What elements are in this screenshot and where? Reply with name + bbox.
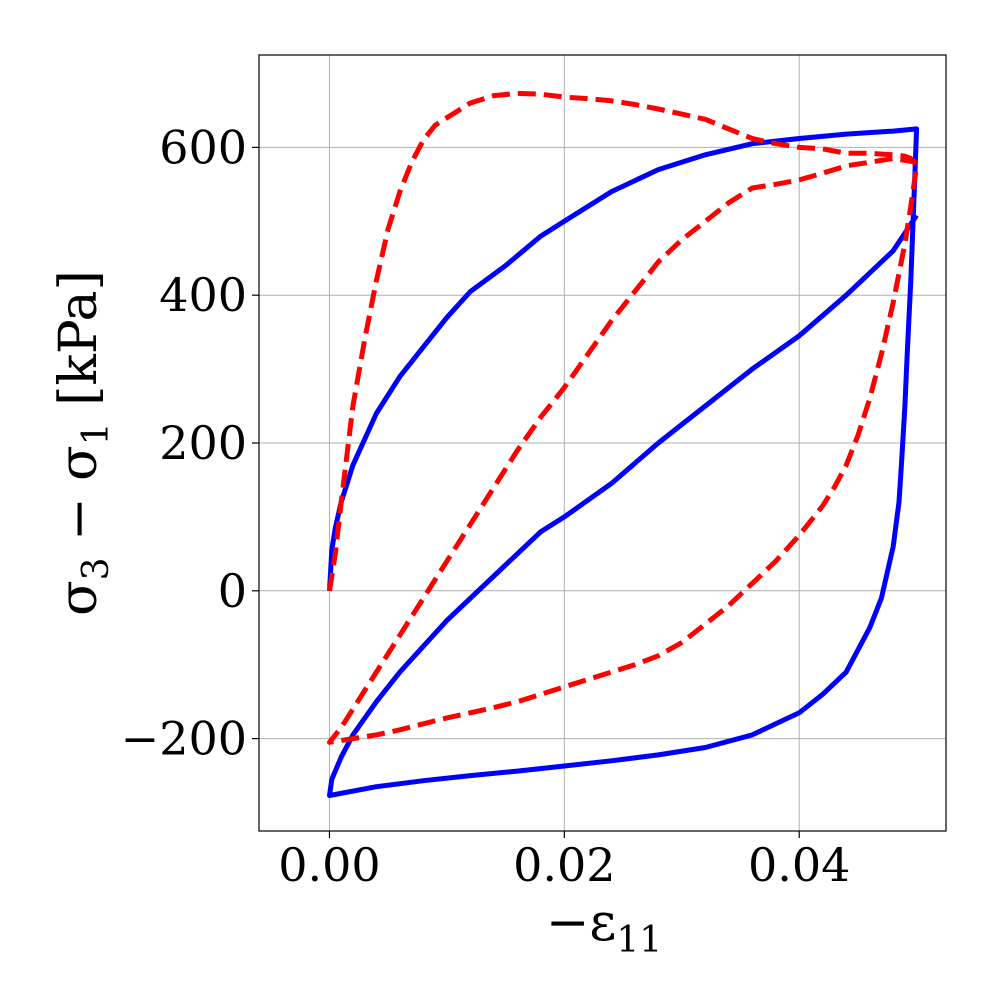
y-axis-subscript-b: 1 [76,422,117,445]
x-tick-label: 0.02 [513,838,615,892]
x-axis-title: −ε11 [546,893,662,961]
y-axis-symbol-b: σ [49,445,109,481]
y-tick-label: 600 [159,120,247,174]
x-tick-label: 0.04 [748,838,850,892]
plot-series [327,90,920,798]
model-solid-curve [327,126,920,798]
y-tick-label: 200 [159,416,247,470]
y-axis-symbol-a: σ [49,580,109,616]
grid [259,55,946,831]
y-tick-label: 0 [218,564,247,618]
x-axis-subscript: 11 [616,920,662,961]
x-tick-label: 0.00 [278,838,380,892]
x-axis-symbol: −ε [546,893,617,953]
ticks: 0.00 0.02 0.04 −200 0 200 400 600 [121,120,851,892]
y-axis-unit: [kPa] [49,270,109,422]
y-axis-subscript-a: 3 [76,557,117,580]
y-axis-title: σ3 − σ1 [kPa] [49,270,117,616]
y-tick-label: −200 [121,712,247,766]
y-tick-label: 400 [159,268,247,322]
y-axis-minus: − [49,481,109,558]
